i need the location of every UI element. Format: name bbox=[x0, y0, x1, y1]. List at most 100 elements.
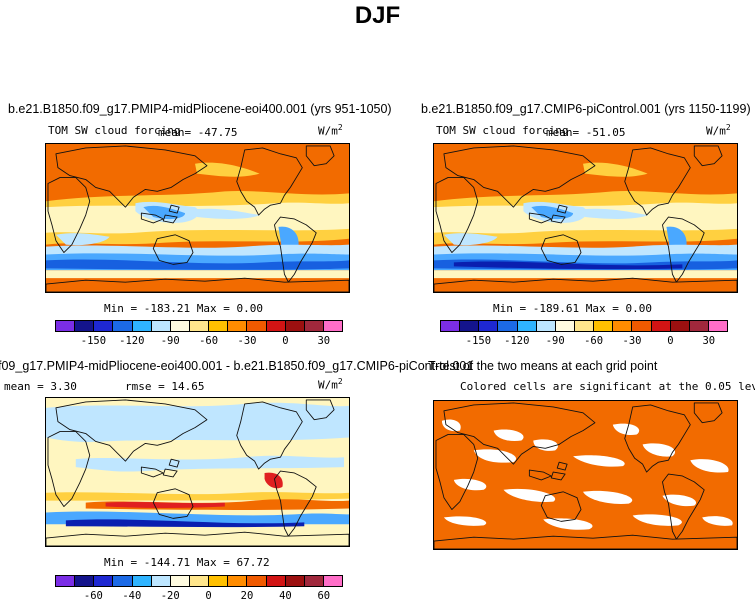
panel2-units: W/m2 bbox=[706, 123, 731, 138]
nonsignificant-area bbox=[690, 459, 729, 473]
south-america-outline bbox=[662, 473, 705, 540]
panel3-rmse: rmse = 14.65 bbox=[125, 380, 205, 393]
nonsignificant-area bbox=[702, 516, 733, 526]
colorbar-swatch bbox=[517, 321, 537, 331]
north-america-outline bbox=[624, 404, 691, 473]
indonesia-outline bbox=[528, 204, 568, 224]
colorbar-swatch bbox=[189, 576, 210, 586]
colorbar-swatch bbox=[441, 321, 461, 331]
nonsignificant-area bbox=[441, 419, 461, 432]
colorbar-tick-label: -60 bbox=[584, 335, 604, 347]
antarctica-outline bbox=[434, 277, 737, 292]
colorbar-swatch bbox=[170, 576, 190, 586]
colorbar-swatch bbox=[228, 321, 248, 331]
panel3-colorbar: -60 -40 -20 0 20 40 60 bbox=[55, 575, 343, 602]
north-america-outline bbox=[236, 147, 303, 216]
colorbar-swatch bbox=[670, 321, 690, 331]
colorbar-swatch bbox=[151, 576, 171, 586]
panel3-units: W/m2 bbox=[318, 377, 343, 392]
indonesia-outline bbox=[140, 204, 180, 224]
colorbar-swatch bbox=[266, 321, 286, 331]
north-pacific-track bbox=[583, 162, 648, 177]
eurasia-outline bbox=[443, 145, 596, 208]
coastlines bbox=[434, 402, 737, 549]
colorbar-swatch bbox=[689, 321, 709, 331]
colorbar-swatch bbox=[304, 576, 324, 586]
colorbar-tick-label: -90 bbox=[160, 335, 180, 347]
colorbar-swatch bbox=[323, 576, 343, 586]
north-america-outline bbox=[624, 147, 691, 216]
panel2-colorbar: -150 -120 -90 -60 -30 0 30 bbox=[440, 320, 728, 347]
panel1-units: W/m2 bbox=[318, 123, 343, 138]
coastlines bbox=[46, 145, 349, 292]
indian-ocean-blue bbox=[55, 233, 110, 246]
nonsignificant-area bbox=[583, 490, 633, 504]
colorbar-tick-label: 0 bbox=[282, 335, 289, 347]
australia-outline bbox=[540, 491, 582, 522]
colorbar-tick-label: 30 bbox=[702, 335, 716, 347]
greenland-outline bbox=[693, 402, 723, 424]
colorbar-swatch bbox=[132, 576, 152, 586]
colorbar-swatch bbox=[132, 321, 152, 331]
colorbar-swatch bbox=[56, 321, 76, 331]
colorbar-swatch bbox=[479, 321, 499, 331]
colorbar-swatch bbox=[56, 576, 76, 586]
colorbar-tick-label: -30 bbox=[622, 335, 642, 347]
indonesia-outline bbox=[140, 458, 180, 478]
colorbar-tick-label: 30 bbox=[317, 335, 331, 347]
colorbar-tick-label: -30 bbox=[237, 335, 257, 347]
panel1-variable: TOM SW cloud forcing bbox=[48, 124, 181, 137]
africa-outline bbox=[435, 434, 479, 510]
panel3-mean: mean = 3.30 bbox=[4, 380, 77, 393]
colorbar-tick-label: 60 bbox=[317, 590, 331, 602]
greenland-outline bbox=[305, 145, 335, 167]
south-america-outline bbox=[662, 216, 705, 283]
indian-ocean-blue bbox=[443, 233, 498, 246]
colorbar-swatch bbox=[285, 321, 305, 331]
panel3-minmax: Min = -144.71 Max = 67.72 bbox=[104, 556, 270, 569]
south-america-outline bbox=[274, 216, 317, 283]
peru-red bbox=[264, 472, 283, 489]
north-pacific-track bbox=[195, 162, 260, 177]
nonsignificant-area bbox=[612, 423, 640, 436]
antarctica-outline bbox=[434, 534, 737, 549]
figure-title: DJF bbox=[354, 2, 401, 29]
southern-ocean-dark bbox=[65, 261, 295, 270]
colorbar-swatch bbox=[228, 576, 248, 586]
southern-ocean-dark bbox=[65, 519, 305, 528]
colorbar-swatch bbox=[498, 321, 518, 331]
australia-outline bbox=[152, 234, 194, 265]
south-america-outline bbox=[274, 470, 317, 537]
colorbar-swatch bbox=[75, 576, 95, 586]
greenland-outline bbox=[305, 399, 335, 421]
africa-outline bbox=[47, 431, 91, 507]
tropical-band bbox=[46, 202, 349, 234]
colorbar-tick-label: -20 bbox=[160, 590, 180, 602]
colorbar-swatch bbox=[247, 321, 267, 331]
colorbar-swatch bbox=[170, 321, 190, 331]
colorbar-swatch bbox=[304, 321, 324, 331]
colorbar-tick-label: -150 bbox=[80, 335, 107, 347]
colorbar-swatch bbox=[594, 321, 614, 331]
colorbar-swatch bbox=[536, 321, 556, 331]
panel4-title: T-test of the two means at each grid poi… bbox=[428, 359, 658, 373]
nonsignificant-area bbox=[632, 514, 682, 526]
colorbar-tick-label: -60 bbox=[83, 590, 103, 602]
colorbar-swatch bbox=[189, 321, 210, 331]
nonsignificant-area bbox=[473, 449, 517, 463]
colorbar-swatch bbox=[113, 321, 133, 331]
colorbar-swatch bbox=[555, 321, 575, 331]
colorbar-swatch bbox=[151, 321, 171, 331]
colorbar-swatches bbox=[440, 320, 728, 332]
nonsignificant-area bbox=[662, 494, 697, 507]
colorbar-swatch bbox=[613, 321, 633, 331]
panel1-colorbar: -150 -120 -90 -60 -30 0 30 bbox=[55, 320, 343, 347]
greenland-outline bbox=[693, 145, 723, 167]
subpolar-band bbox=[434, 270, 737, 279]
panel2-mean: mean= -51.05 bbox=[546, 126, 626, 139]
colorbar-swatch bbox=[651, 321, 671, 331]
north-america-outline bbox=[236, 401, 303, 470]
colorbar-swatch bbox=[323, 321, 343, 331]
colorbar-swatch bbox=[460, 321, 480, 331]
colorbar-swatch bbox=[247, 576, 267, 586]
